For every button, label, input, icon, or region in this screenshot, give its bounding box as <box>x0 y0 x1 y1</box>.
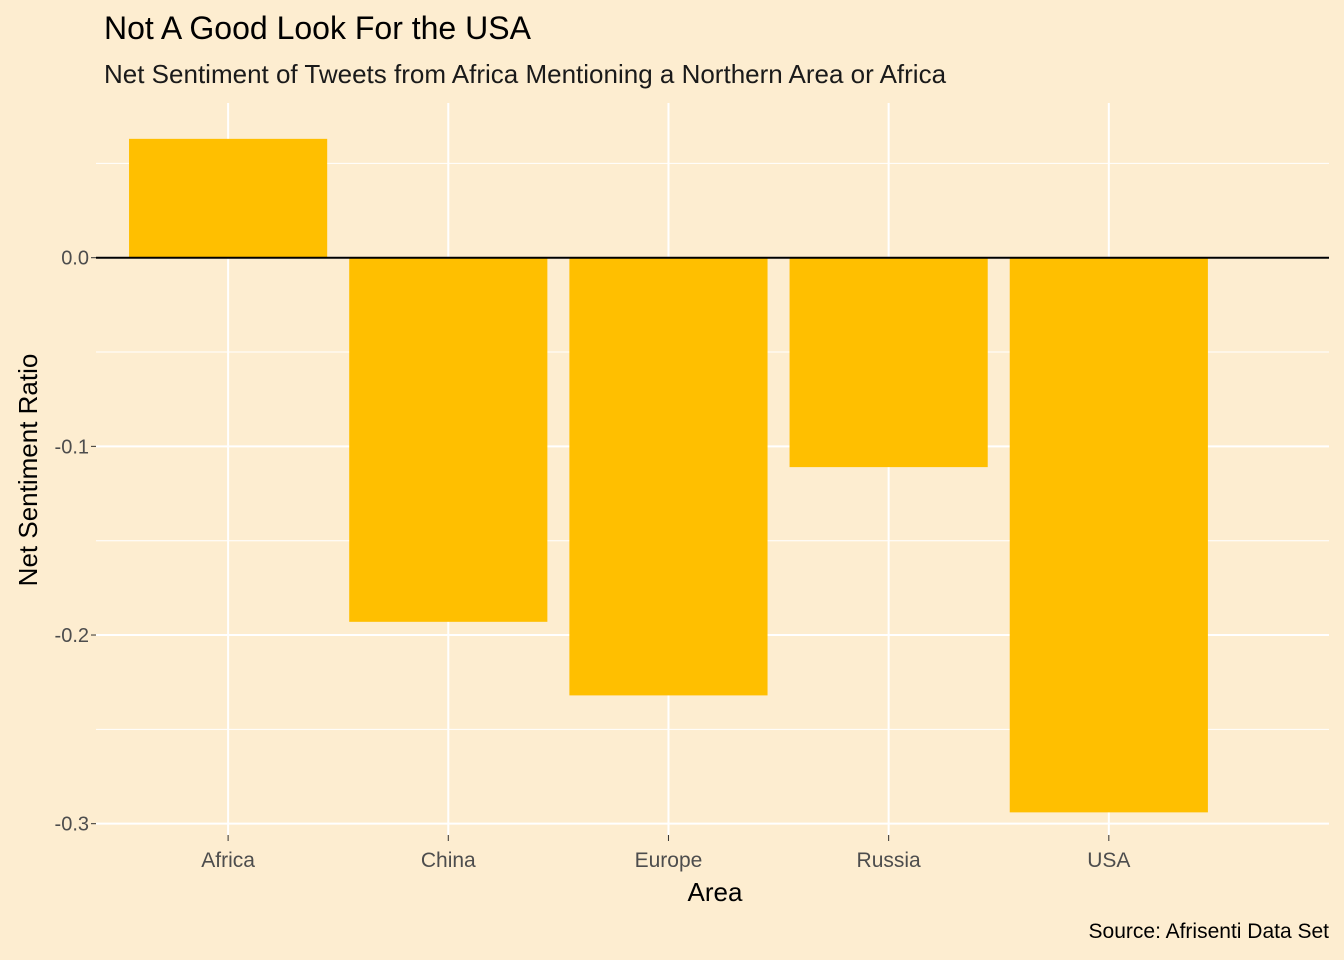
tick-labels: 0.0 -0.1 -0.2 -0.3 Africa China Europe Russia US… <box>55 248 1131 872</box>
y-tick-label: 0.0 <box>61 248 89 270</box>
x-tick-label: Africa <box>201 849 255 872</box>
x-tick-label: USA <box>1087 849 1130 872</box>
bar-usa <box>1009 257 1208 813</box>
bars <box>129 138 1208 813</box>
y-tick-label: -0.1 <box>55 436 89 458</box>
bar-russia <box>789 257 988 468</box>
y-axis-title: Net Sentiment Ratio <box>13 354 43 587</box>
x-tick-label: Europe <box>635 849 703 872</box>
x-tick-label: Russia <box>857 849 922 872</box>
chart-caption: Source: Afrisenti Data Set <box>1088 920 1329 943</box>
bar-china <box>349 257 548 622</box>
chart-title: Not A Good Look For the USA <box>104 10 531 46</box>
chart-subtitle: Net Sentiment of Tweets from Africa Ment… <box>104 59 947 89</box>
x-axis-title: Area <box>688 877 743 907</box>
bar-africa <box>129 138 328 258</box>
y-tick-label: -0.3 <box>55 814 89 836</box>
x-tick-label: China <box>421 849 476 872</box>
y-tick-label: -0.2 <box>55 625 89 647</box>
bar-europe <box>569 257 768 696</box>
